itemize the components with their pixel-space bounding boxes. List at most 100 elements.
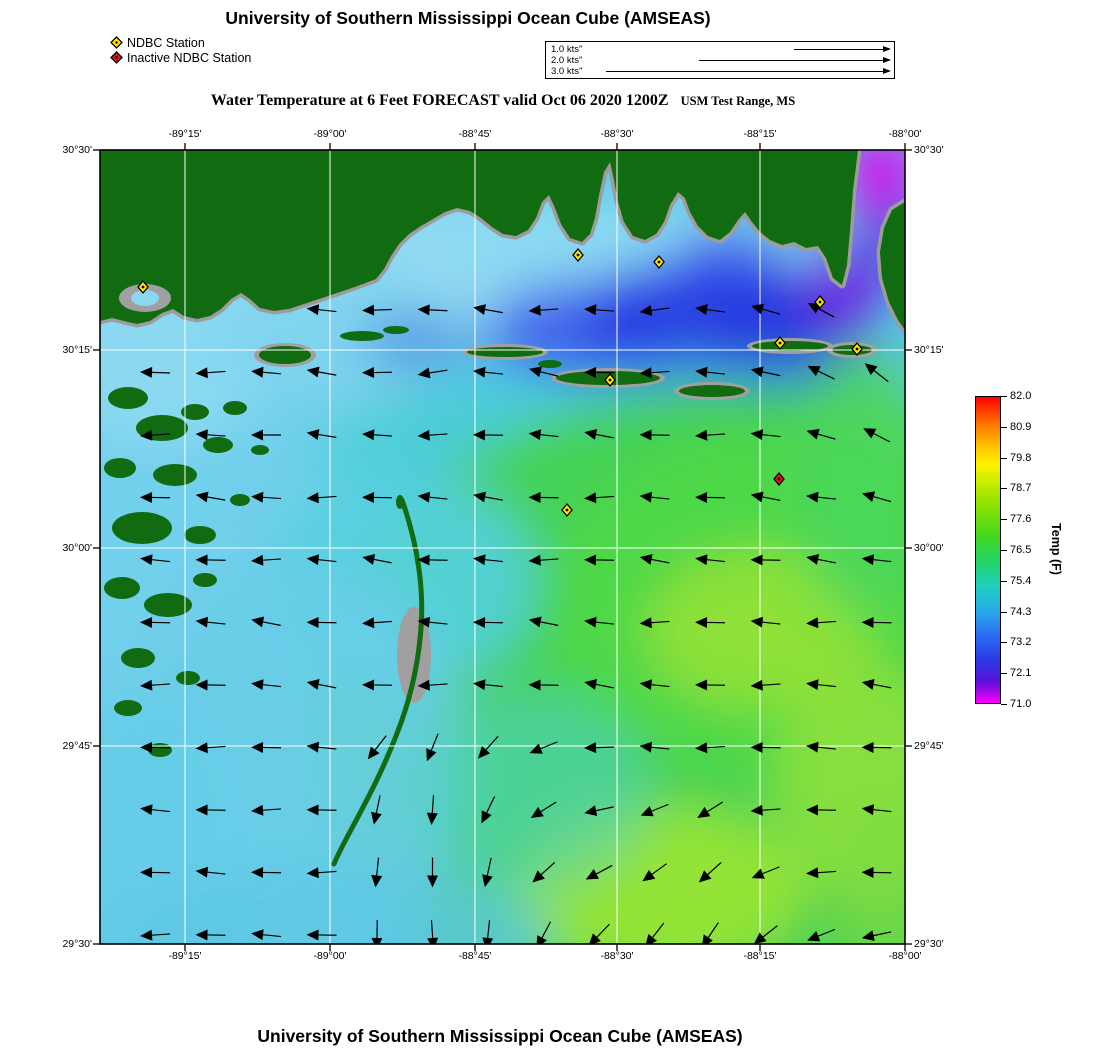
- current-arrow: [695, 304, 725, 316]
- colorbar-tick-mark: [1001, 426, 1007, 428]
- scale-arrow: [794, 45, 891, 52]
- current-arrow: [861, 866, 892, 878]
- current-arrow: [529, 741, 558, 754]
- current-arrow: [861, 616, 892, 628]
- current-arrow: [195, 429, 226, 441]
- scale-row: 3.0 kts'': [551, 66, 891, 77]
- current-arrow: [530, 801, 557, 818]
- cat-island: [259, 346, 311, 364]
- ndbc-station-marker: [604, 372, 616, 388]
- current-arrow: [362, 429, 393, 441]
- current-arrow: [251, 429, 281, 441]
- x-tick-label-bottom: -88°15': [743, 950, 777, 962]
- inactive-ndbc-station-marker: [773, 471, 785, 487]
- current-arrow: [697, 801, 724, 818]
- current-arrow: [195, 742, 226, 754]
- current-arrow: [639, 367, 670, 379]
- ndbc-station-marker: [653, 254, 665, 270]
- legend-row-inactive: Inactive NDBC Station: [110, 50, 251, 65]
- current-arrow: [473, 304, 503, 315]
- current-arrow: [195, 491, 226, 503]
- current-arrow: [751, 866, 780, 879]
- y-tick-label-right: 29°45': [914, 740, 944, 752]
- current-arrow: [750, 554, 781, 566]
- current-arrow: [251, 929, 281, 941]
- y-tick-label-left: 30°15': [62, 344, 92, 356]
- current-arrow: [639, 741, 670, 753]
- current-arrow: [750, 679, 781, 691]
- current-arrow: [371, 919, 383, 944]
- current-arrow: [750, 804, 781, 816]
- colorbar-title: Temp (F): [1049, 523, 1063, 575]
- colorbar-tick-mark: [1001, 519, 1007, 521]
- plot-subtitle: Water Temperature at 6 Feet FORECAST val…: [211, 92, 795, 110]
- current-vector-field: [140, 302, 892, 944]
- current-arrow: [362, 491, 393, 503]
- ndbc-stations: [137, 247, 863, 518]
- x-tick-label-top: -88°00': [888, 128, 922, 140]
- current-arrow: [367, 735, 387, 760]
- colorbar-tick-label: 82.0: [1010, 390, 1032, 402]
- current-arrow: [251, 554, 282, 566]
- current-arrow: [195, 866, 226, 878]
- y-tick-label-left: 29°30': [62, 938, 92, 950]
- current-arrow: [861, 741, 892, 753]
- colorbar-tick-mark: [1001, 457, 1007, 459]
- current-arrow: [750, 429, 781, 441]
- current-arrow: [251, 616, 281, 628]
- scale-arrow: [699, 56, 891, 63]
- current-arrow: [806, 491, 836, 503]
- current-arrow: [695, 554, 725, 566]
- current-arrow: [584, 805, 614, 817]
- colorbar-tick-label: 75.4: [1010, 574, 1032, 587]
- current-arrow: [806, 867, 837, 879]
- colorbar-tick-label: 77.6: [1010, 513, 1032, 526]
- current-arrow: [140, 429, 171, 441]
- current-arrow: [417, 491, 448, 503]
- scale-row-label: 1.0 kts'': [551, 43, 583, 55]
- current-arrow: [140, 929, 171, 941]
- chandeleur-islands: [331, 497, 425, 867]
- scale-row-label: 2.0 kts'': [551, 54, 583, 66]
- current-arrow: [251, 741, 282, 753]
- current-arrow: [140, 679, 171, 691]
- colorbar-tick-label: 80.9: [1010, 420, 1032, 433]
- current-arrow: [806, 804, 837, 816]
- current-arrow: [473, 429, 504, 441]
- current-arrow: [477, 735, 499, 759]
- current-arrow: [417, 429, 448, 441]
- current-arrow: [750, 741, 781, 753]
- ndbc-station-marker: [814, 294, 826, 310]
- current-arrow: [306, 429, 337, 440]
- current-arrow: [427, 857, 438, 888]
- current-arrow: [362, 617, 393, 629]
- y-tick-label-right: 30°30': [914, 144, 944, 156]
- petit-bois-island: [679, 385, 745, 397]
- mainland: [100, 150, 858, 324]
- mobile-bay-east-shore: [880, 202, 905, 330]
- current-arrow: [528, 366, 559, 378]
- current-arrow: [695, 616, 726, 628]
- current-arrow: [306, 741, 337, 753]
- current-arrow: [861, 554, 892, 566]
- current-arrow: [251, 804, 282, 816]
- y-tick-label-left: 30°00': [62, 542, 92, 554]
- colorbar-tick-mark: [1001, 550, 1007, 551]
- current-arrow: [750, 616, 781, 628]
- x-tick-label-top: -88°15': [743, 128, 777, 140]
- temperature-colorbar: [975, 396, 1001, 704]
- scale-row: 1.0 kts'': [551, 43, 891, 55]
- current-arrow: [473, 616, 504, 628]
- island-chain: [752, 341, 828, 351]
- current-arrow: [306, 929, 337, 941]
- current-arrow: [753, 925, 778, 944]
- current-arrow: [417, 367, 448, 379]
- current-arrow: [584, 366, 615, 378]
- forecast-map: [93, 143, 912, 951]
- x-tick-label-top: -89°15': [168, 128, 202, 140]
- colorbar-tick-mark: [1001, 396, 1007, 397]
- current-arrow: [306, 304, 337, 316]
- current-arrow: [473, 679, 503, 691]
- current-arrow: [362, 304, 393, 316]
- current-arrow: [698, 862, 722, 883]
